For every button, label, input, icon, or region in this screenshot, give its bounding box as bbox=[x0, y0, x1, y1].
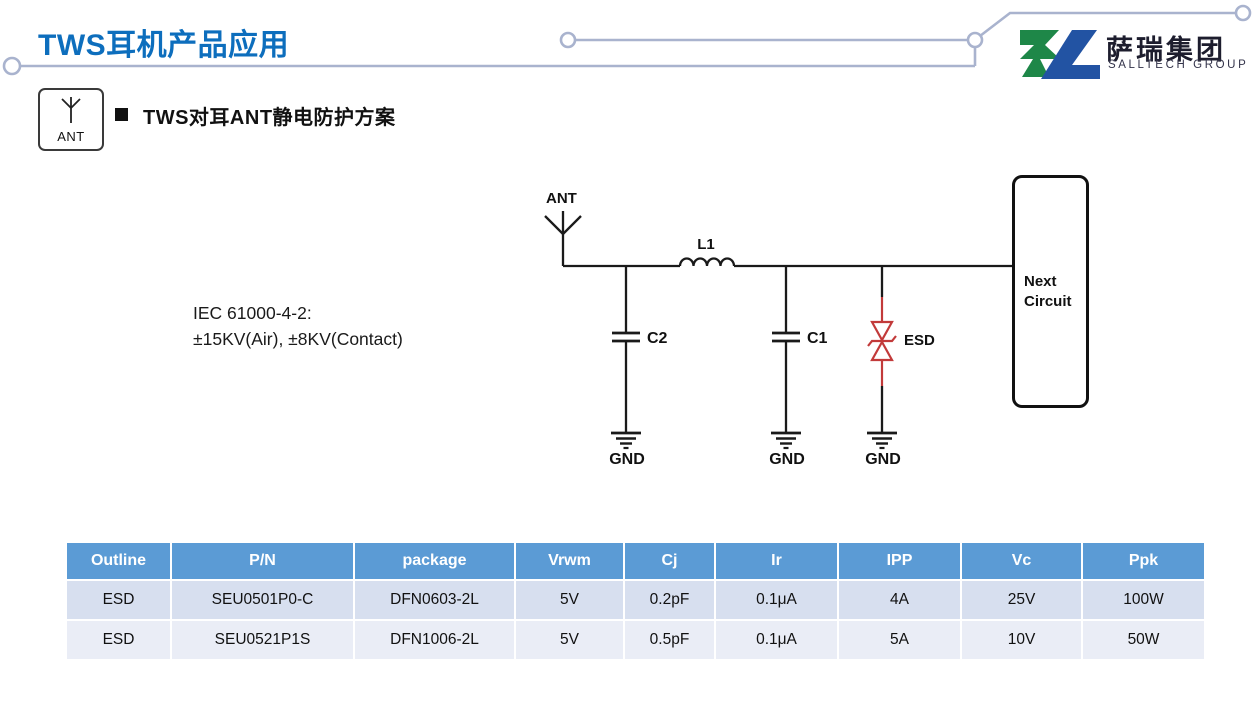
table-cell: 0.2pF bbox=[624, 580, 715, 620]
company-logo: 萨瑞集团 SALLTECH GROUP bbox=[1018, 26, 1246, 82]
table-cell: 0.5pF bbox=[624, 620, 715, 660]
cap1-label: C1 bbox=[807, 330, 828, 347]
next-circuit-label-line2: Circuit bbox=[1024, 292, 1072, 310]
ant-box-label: ANT bbox=[57, 129, 85, 144]
table-header-cell: Vc bbox=[961, 542, 1082, 580]
table-cell: 25V bbox=[961, 580, 1082, 620]
table-cell: 4A bbox=[838, 580, 961, 620]
next-circuit-block: Next Circuit bbox=[1012, 175, 1089, 408]
table-cell: SEU0501P0-C bbox=[171, 580, 354, 620]
inductor-symbol bbox=[678, 257, 736, 267]
table-cell: 5A bbox=[838, 620, 961, 660]
antenna-symbol-icon bbox=[544, 211, 582, 266]
cap2-label: C2 bbox=[647, 330, 668, 347]
inductor-label: L1 bbox=[697, 236, 715, 253]
capacitor-c2-symbol bbox=[612, 266, 640, 433]
table-cell: DFN0603-2L bbox=[354, 580, 515, 620]
table-header-cell: Cj bbox=[624, 542, 715, 580]
table-row: ESD SEU0501P0-C DFN0603-2L 5V 0.2pF 0.1μ… bbox=[66, 580, 1205, 620]
table-cell: 5V bbox=[515, 620, 624, 660]
spec-table: Outline P/N package Vrwm Cj Ir IPP Vc Pp… bbox=[66, 542, 1205, 660]
table-header-cell: package bbox=[354, 542, 515, 580]
ground-symbol-2 bbox=[771, 431, 801, 450]
table-header-cell: IPP bbox=[838, 542, 961, 580]
ground-symbol-3 bbox=[867, 431, 897, 450]
capacitor-c1-symbol bbox=[772, 266, 800, 433]
iec-note-line2: ±15KV(Air), ±8KV(Contact) bbox=[193, 329, 403, 349]
table-cell: 10V bbox=[961, 620, 1082, 660]
ant-icon-box: ANT bbox=[38, 88, 104, 151]
logo-company-name: 萨瑞集团 bbox=[1106, 35, 1226, 65]
page-title: TWS耳机产品应用 bbox=[38, 29, 290, 62]
gnd3-label: GND bbox=[865, 451, 901, 468]
table-header-cell: Ir bbox=[715, 542, 838, 580]
table-cell: 0.1μA bbox=[715, 620, 838, 660]
antenna-icon bbox=[61, 97, 81, 123]
table-header-cell: P/N bbox=[171, 542, 354, 580]
table-cell: SEU0521P1S bbox=[171, 620, 354, 660]
table-header-cell: Outline bbox=[66, 542, 171, 580]
table-cell: DFN1006-2L bbox=[354, 620, 515, 660]
iec-note: IEC 61000-4-2: ±15KV(Air), ±8KV(Contact) bbox=[193, 300, 403, 352]
table-cell: 0.1μA bbox=[715, 580, 838, 620]
table-cell: 100W bbox=[1082, 580, 1205, 620]
table-cell: 50W bbox=[1082, 620, 1205, 660]
table-header-row: Outline P/N package Vrwm Cj Ir IPP Vc Pp… bbox=[66, 542, 1205, 580]
esd-tvs-diode-symbol bbox=[867, 297, 897, 386]
gnd1-label: GND bbox=[609, 451, 645, 468]
gnd2-label: GND bbox=[769, 451, 805, 468]
ground-symbol-1 bbox=[611, 431, 641, 450]
table-header-cell: Vrwm bbox=[515, 542, 624, 580]
table-cell: ESD bbox=[66, 620, 171, 660]
bullet-square-icon bbox=[115, 108, 128, 121]
esd-label: ESD bbox=[904, 332, 935, 349]
table-cell: ESD bbox=[66, 580, 171, 620]
table-cell: 5V bbox=[515, 580, 624, 620]
logo-company-name-en: SALLTECH GROUP bbox=[1108, 59, 1249, 71]
table-header-cell: Ppk bbox=[1082, 542, 1205, 580]
ant-label: ANT bbox=[546, 190, 577, 207]
iec-note-line1: IEC 61000-4-2: bbox=[193, 303, 312, 323]
logo-mark-icon bbox=[1020, 30, 1100, 79]
table-row: ESD SEU0521P1S DFN1006-2L 5V 0.5pF 0.1μA… bbox=[66, 620, 1205, 660]
section-heading: TWS对耳ANT静电防护方案 bbox=[143, 107, 396, 129]
next-circuit-label-line1: Next bbox=[1024, 272, 1057, 290]
